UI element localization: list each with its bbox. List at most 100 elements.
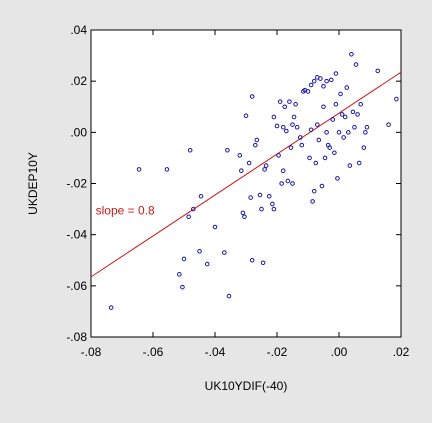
data-point xyxy=(308,127,314,133)
x-tick-label: -.08 xyxy=(81,345,102,359)
data-point xyxy=(240,210,246,216)
data-point xyxy=(262,167,267,172)
x-tick-label: .02 xyxy=(393,345,410,359)
data-point xyxy=(344,85,350,90)
data-point xyxy=(297,135,303,140)
y-tick-label: .00 xyxy=(70,125,87,139)
data-point xyxy=(305,89,311,94)
data-point xyxy=(263,163,269,168)
data-point xyxy=(349,52,354,57)
data-point xyxy=(226,293,232,299)
data-point xyxy=(279,181,284,186)
data-point xyxy=(277,99,283,104)
y-tick-label: -.04 xyxy=(66,228,87,242)
data-point xyxy=(280,124,286,130)
data-point xyxy=(336,130,342,135)
y-tick-label: -.08 xyxy=(66,330,87,344)
data-point xyxy=(287,99,292,104)
data-point xyxy=(181,256,187,262)
data-point xyxy=(177,272,182,277)
y-tick-label: .02 xyxy=(70,74,87,88)
x-tick-label: -.02 xyxy=(267,345,288,359)
data-point xyxy=(311,78,317,84)
data-point xyxy=(239,168,244,174)
data-point xyxy=(248,195,253,200)
fit-line xyxy=(90,71,402,278)
data-point xyxy=(136,167,142,172)
data-point xyxy=(270,201,275,207)
data-point xyxy=(308,82,314,88)
tick-marks: -.08 -.06 -.04 -.02 .00 .02 -.08 -.06 -.04 -.02 .0… xyxy=(66,23,409,359)
data-point xyxy=(249,94,255,99)
y-tick-label: -.06 xyxy=(66,279,87,293)
data-point xyxy=(321,83,326,89)
data-point xyxy=(254,137,260,143)
data-point xyxy=(294,124,300,130)
data-point xyxy=(318,76,323,81)
data-point xyxy=(313,160,319,166)
data-point xyxy=(246,160,252,166)
data-point xyxy=(284,128,289,134)
y-axis-label: UKDEP10Y xyxy=(26,152,40,215)
data-point xyxy=(333,101,339,107)
data-point xyxy=(186,214,191,220)
data-point xyxy=(271,114,277,120)
data-point xyxy=(315,122,320,127)
data-point xyxy=(293,101,298,107)
data-point xyxy=(338,91,343,97)
data-point xyxy=(332,150,337,156)
data-point xyxy=(198,193,204,199)
data-point xyxy=(342,114,348,120)
data-point xyxy=(259,206,264,212)
data-point xyxy=(285,178,291,184)
data-point xyxy=(191,206,196,212)
data-point xyxy=(339,112,345,117)
data-point xyxy=(316,137,322,143)
data-point xyxy=(321,104,326,110)
data-point xyxy=(310,199,315,204)
data-point xyxy=(271,206,277,212)
chart-marks xyxy=(90,52,402,310)
data-point xyxy=(350,109,356,115)
data-point xyxy=(352,124,357,130)
data-point xyxy=(260,260,266,266)
annotation-slope: slope = 0.8 xyxy=(96,203,155,217)
data-point xyxy=(288,145,294,150)
data-point xyxy=(353,62,359,67)
data-point xyxy=(253,142,258,148)
data-point xyxy=(322,155,328,161)
data-point xyxy=(299,142,305,148)
data-point xyxy=(386,122,391,127)
data-point xyxy=(282,104,288,110)
data-point xyxy=(222,250,227,255)
data-point xyxy=(204,261,210,267)
data-point xyxy=(212,224,218,230)
data-point xyxy=(333,71,339,76)
data-point xyxy=(327,145,333,150)
data-point xyxy=(356,160,362,166)
data-point xyxy=(355,112,360,117)
data-point xyxy=(319,183,325,189)
x-tick-label: .00 xyxy=(331,345,348,359)
data-point xyxy=(364,124,370,130)
y-tick-label: .04 xyxy=(70,23,87,37)
data-point xyxy=(307,155,312,161)
data-point xyxy=(108,305,114,310)
x-tick-label: -.04 xyxy=(205,345,226,359)
data-point xyxy=(187,147,193,153)
data-point xyxy=(341,135,346,140)
data-point xyxy=(197,248,202,254)
data-point xyxy=(328,77,334,83)
data-point xyxy=(180,284,185,290)
data-point xyxy=(237,153,243,158)
data-point xyxy=(243,113,249,119)
plot-area xyxy=(90,29,402,338)
data-point xyxy=(290,181,295,186)
data-point xyxy=(280,168,286,174)
data-point xyxy=(394,96,399,102)
data-point xyxy=(242,214,247,220)
data-point xyxy=(324,78,329,84)
data-point xyxy=(164,167,170,172)
